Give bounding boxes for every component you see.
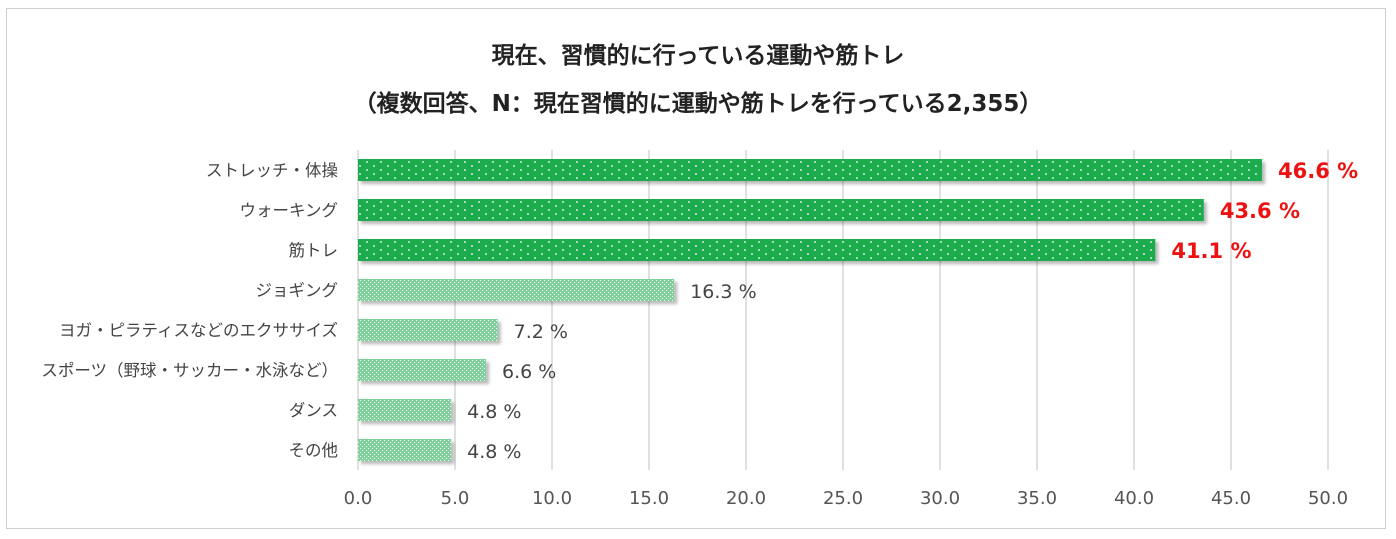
value-label: 46.6 % (1278, 159, 1358, 183)
chart-title: 現在、習慣的に行っている運動や筋トレ (491, 43, 905, 69)
value-label: 7.2 % (514, 321, 568, 343)
chart-subtitle: （複数回答、N：現在習慣的に運動や筋トレを行っている2,355） (353, 91, 1043, 117)
bar (358, 399, 452, 421)
x-tick-label: 5.0 (441, 488, 470, 509)
category-label: ジョギング (256, 281, 339, 300)
bar (358, 159, 1263, 181)
x-tick-label: 45.0 (1211, 488, 1251, 509)
bar (358, 359, 487, 381)
x-tick-label: 30.0 (920, 488, 960, 509)
category-label: ヨガ・ピラティスなどのエクササイズ (59, 321, 338, 340)
category-label: ストレッチ・体操 (206, 161, 338, 180)
value-label: 4.8 % (467, 441, 521, 463)
x-tick-label: 35.0 (1017, 488, 1057, 509)
x-tick-label: 0.0 (344, 488, 373, 509)
category-label: 筋トレ (289, 241, 339, 260)
category-label: ウォーキング (239, 201, 338, 220)
category-label: スポーツ（野球・サッカー・水泳など） (41, 361, 338, 380)
x-tick-label: 10.0 (532, 488, 572, 509)
value-label: 6.6 % (502, 361, 556, 383)
value-label: 41.1 % (1171, 239, 1251, 263)
category-label: その他 (289, 441, 339, 460)
x-tick-label: 40.0 (1114, 488, 1154, 509)
x-tick-label: 20.0 (726, 488, 766, 509)
x-tick-label: 15.0 (629, 488, 669, 509)
bar (358, 439, 452, 461)
value-label: 16.3 % (690, 281, 756, 303)
bars (358, 159, 1263, 461)
bar (358, 319, 498, 341)
bar (358, 279, 675, 301)
x-tick-label: 50.0 (1308, 488, 1348, 509)
bar (358, 199, 1204, 221)
labels: 0.0 5.0 10.0 15.0 20.0 25.0 30.0 35.0 40.0 45.0 50… (41, 159, 1358, 509)
x-tick-label: 25.0 (823, 488, 863, 509)
category-label: ダンス (289, 401, 338, 420)
value-label: 43.6 % (1220, 199, 1300, 223)
bar (358, 239, 1156, 261)
chart-frame (6, 8, 1386, 529)
value-label: 4.8 % (467, 401, 521, 423)
